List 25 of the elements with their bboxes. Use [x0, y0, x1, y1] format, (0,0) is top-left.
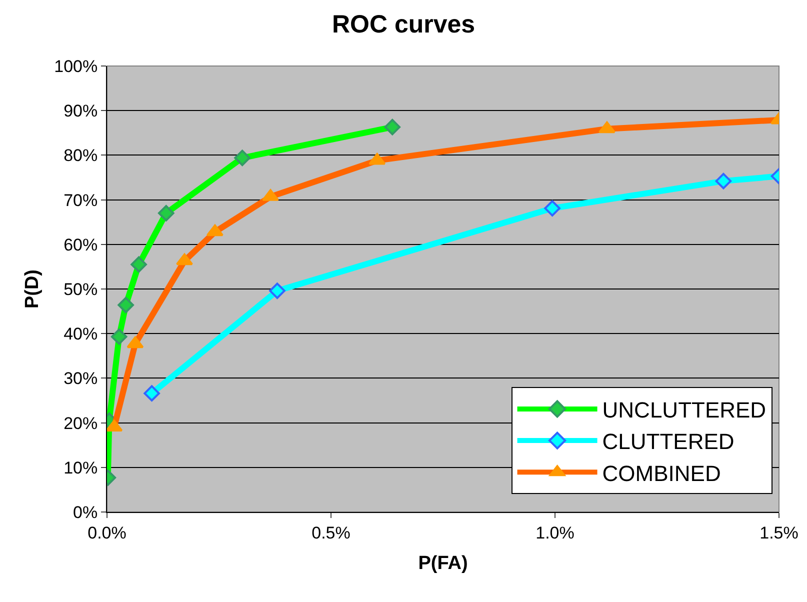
point [144, 385, 160, 402]
y-axis-title: P(D) [22, 269, 43, 309]
point [269, 282, 286, 299]
y-tick-label: 90% [64, 102, 98, 121]
legend-label: UNCLUTTERED [602, 398, 766, 423]
y-tick-label: 40% [64, 324, 98, 344]
y-tick-label: 60% [64, 235, 98, 254]
point [715, 172, 732, 190]
x-tick-label: 1.5% [760, 523, 798, 542]
y-tick-label: 0% [73, 502, 98, 522]
y-tick-label: 20% [64, 414, 98, 433]
y-tick-label: 100% [54, 56, 98, 76]
y-tick-label: 50% [64, 280, 98, 299]
x-tick-label: 1.0% [536, 523, 574, 542]
legend-label: COMBINED [602, 460, 721, 486]
y-tick-label: 30% [64, 369, 98, 388]
x-tick-label: 0.0% [88, 523, 126, 542]
point [544, 200, 560, 216]
y-tick-label: 80% [64, 146, 98, 166]
y-tick-label: 10% [64, 458, 98, 478]
chart-title: ROC curves [332, 10, 476, 39]
x-axis-title: P(FA) [418, 553, 468, 574]
legend-label: CLUTTERED [602, 429, 734, 454]
y-tick-label: 70% [64, 190, 98, 210]
x-tick-label: 0.5% [312, 523, 350, 542]
